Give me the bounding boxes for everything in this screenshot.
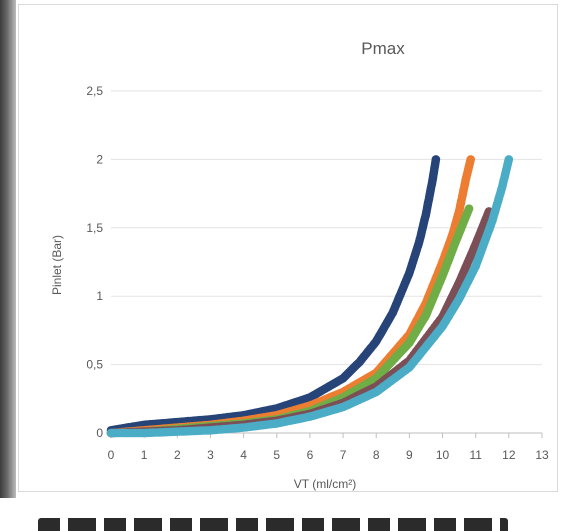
bottom-cropped-caption	[0, 498, 563, 531]
x-axis-title: VT (ml/cm²)	[294, 477, 356, 491]
chart-title: Pmax	[361, 39, 405, 58]
data-point	[466, 155, 476, 164]
pmax-chart: 00,511,522,50 1 2 3 4 5 6 7 8 9 10 11 12 13 Pmax VT (…	[50, 39, 549, 491]
left-photo-edge	[0, 0, 16, 500]
x-tick-label: 12	[502, 448, 516, 462]
series-4	[106, 155, 514, 438]
y-tick-label: 2	[96, 152, 103, 166]
y-axis-title: Pinlet (Bar)	[50, 235, 64, 295]
axis-layer	[110, 433, 543, 438]
x-tick-label: 9	[406, 448, 413, 462]
x-tick-label: 6	[307, 448, 314, 462]
y-tick-label: 0,5	[86, 358, 103, 372]
data-point	[431, 155, 441, 164]
x-tick-label: 2	[174, 448, 181, 462]
grid-layer	[111, 90, 542, 434]
x-tick-label: 8	[373, 448, 380, 462]
y-tick-label: 2,5	[86, 84, 103, 98]
y-tick-label: 1,5	[86, 221, 103, 235]
x-tick-label: 11	[469, 448, 482, 462]
x-tick-label: 13	[535, 448, 549, 462]
label-layer: 00,511,522,50 1 2 3 4 5 6 7 8 9 10 11 12 13	[86, 84, 549, 462]
x-tick-label: 3	[207, 448, 214, 462]
series-0	[106, 155, 441, 435]
x-tick-label: 7	[340, 448, 347, 462]
y-tick-label: 0	[96, 426, 103, 440]
x-tick-label: 10	[436, 448, 450, 462]
series-layer	[106, 155, 514, 438]
data-point	[464, 204, 474, 213]
cropped-text-fragment	[38, 518, 508, 531]
x-tick-label: 1	[141, 448, 148, 462]
chart-panel: 0 0,5 1 1,5 2 2,5 0 1 2 3 4 5 6 7 8 9 10 11 12 13 Pmax VT (…	[18, 4, 558, 492]
x-tick-label: 0	[108, 448, 115, 462]
x-tick-label: 4	[240, 448, 247, 462]
y-tick-label: 1	[96, 289, 103, 303]
data-point	[504, 155, 514, 164]
x-tick-label: 5	[273, 448, 280, 462]
